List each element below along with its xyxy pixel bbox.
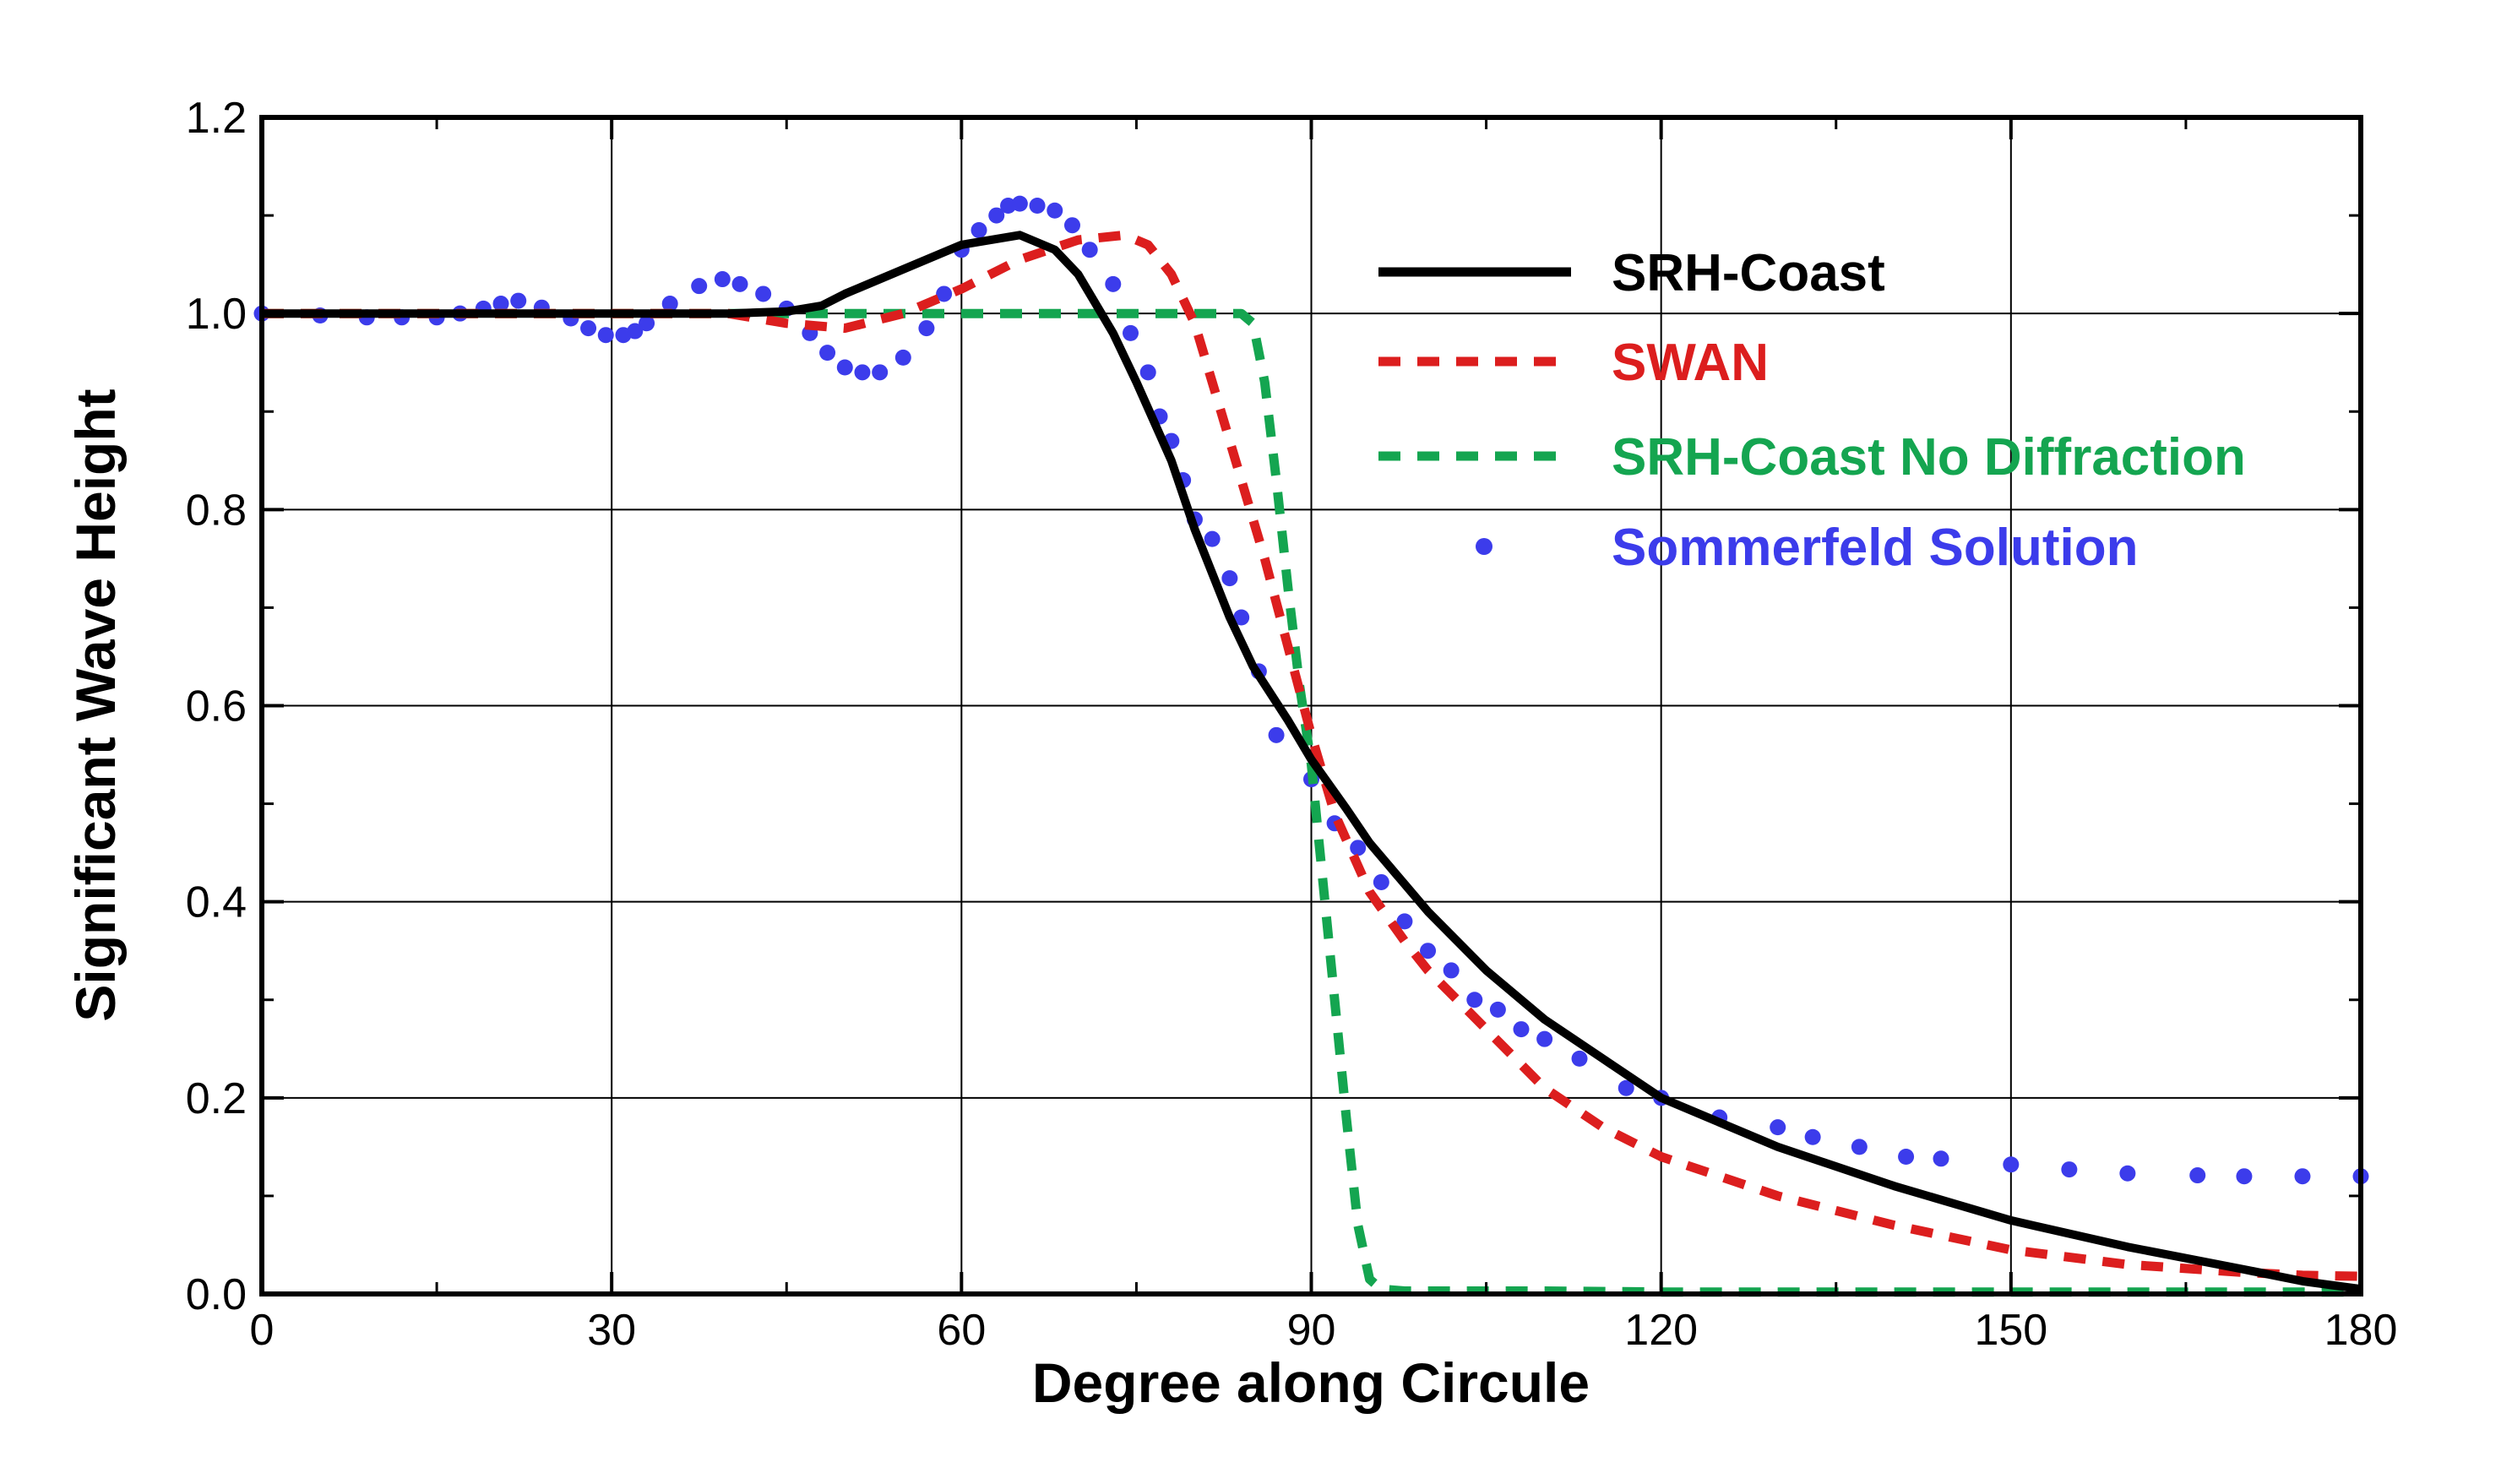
y-tick-label: 1.0 <box>186 290 247 339</box>
data-point <box>597 327 614 344</box>
legend-item-swan: SWAN <box>1378 334 1769 392</box>
data-point <box>1770 1119 1786 1136</box>
data-point <box>854 364 871 381</box>
legend-label: Sommerfeld Solution <box>1612 519 2138 577</box>
legend-label: SRH-Coast <box>1612 244 1885 302</box>
y-axis-title: Significant Wave Height <box>64 389 127 1021</box>
data-point <box>936 285 953 302</box>
x-tick-label: 30 <box>587 1306 636 1355</box>
data-point <box>1571 1050 1588 1067</box>
data-point <box>1063 217 1080 234</box>
data-point <box>836 359 853 376</box>
y-tick-label: 0.4 <box>186 878 247 927</box>
data-point <box>1513 1021 1530 1038</box>
data-point <box>918 320 935 337</box>
data-point <box>1139 364 1156 381</box>
data-point <box>1029 197 1046 214</box>
data-point <box>819 345 836 361</box>
data-point <box>2236 1168 2253 1185</box>
legend-item-srh-coast-no-diffraction: SRH-Coast No Diffraction <box>1378 428 2246 487</box>
axis-ticks: 0 30 60 90 120 150 180 0.0 0.2 0.4 0.6 0.8 1.0 1.2 <box>186 94 2398 1355</box>
x-tick-label: 180 <box>2324 1306 2398 1355</box>
legend-item-sommerfeld-solution: Sommerfeld Solution <box>1476 519 2138 577</box>
data-point <box>1933 1150 1949 1167</box>
data-point <box>1233 609 1250 626</box>
data-point <box>1221 570 1238 587</box>
data-point <box>1420 943 1437 959</box>
data-point <box>492 296 509 313</box>
data-point <box>988 207 1005 224</box>
legend-item-srh-coast: SRH-Coast <box>1378 244 1885 302</box>
data-point <box>872 364 889 381</box>
y-tick-label: 1.2 <box>186 94 247 143</box>
data-point <box>661 296 678 313</box>
data-point <box>1081 242 1098 258</box>
legend-label: SRH-Coast No Diffraction <box>1612 428 2246 487</box>
x-axis-title: Degree along Circule <box>1032 1351 1590 1414</box>
data-point <box>755 285 772 302</box>
series-layer <box>253 195 2369 1297</box>
data-point <box>2189 1167 2206 1184</box>
y-tick-label: 0.8 <box>186 486 247 535</box>
x-tick-label: 0 <box>250 1306 275 1355</box>
data-point <box>1898 1148 1915 1165</box>
series-line-srh-coast <box>262 231 2362 1294</box>
data-point <box>691 278 708 295</box>
data-point <box>1105 275 1122 292</box>
data-point <box>1123 324 1139 341</box>
data-point <box>714 271 731 288</box>
x-tick-label: 150 <box>1974 1306 2047 1355</box>
x-tick-label: 120 <box>1624 1306 1698 1355</box>
data-point <box>894 349 911 366</box>
data-point <box>580 320 597 337</box>
x-tick-label: 60 <box>937 1306 986 1355</box>
data-point <box>2003 1156 2020 1173</box>
data-point <box>1373 873 1389 890</box>
legend-swatch <box>1476 538 1492 555</box>
data-point <box>1011 195 1028 212</box>
series-line-srh-coast-no-diffraction <box>262 308 2361 1297</box>
data-point <box>510 292 527 309</box>
data-point <box>1396 913 1413 930</box>
data-point <box>1268 726 1285 743</box>
x-tick-label: 90 <box>1287 1306 1336 1355</box>
data-point <box>1617 1079 1634 1096</box>
data-point <box>1536 1030 1553 1047</box>
data-point <box>1047 202 1063 219</box>
data-point <box>1466 992 1483 1008</box>
data-point <box>2061 1161 2078 1178</box>
y-tick-label: 0.0 <box>186 1270 247 1319</box>
data-point <box>1204 530 1221 547</box>
legend-label: SWAN <box>1612 334 1769 392</box>
data-point <box>731 275 748 292</box>
data-point <box>1489 1001 1506 1018</box>
data-point <box>1443 962 1460 979</box>
series-line-swan <box>262 230 2362 1281</box>
data-point <box>627 323 644 340</box>
data-point <box>970 221 987 238</box>
data-point <box>1350 840 1367 856</box>
data-point <box>1804 1128 1821 1145</box>
data-point <box>2119 1165 2136 1182</box>
data-point <box>2294 1168 2311 1185</box>
legend: SRH-Coast SWAN SRH-Coast No Diffraction Som… <box>1378 244 2246 577</box>
data-point <box>1851 1139 1868 1155</box>
y-tick-label: 0.2 <box>186 1074 247 1123</box>
data-point <box>639 315 655 332</box>
y-tick-label: 0.6 <box>186 682 247 731</box>
